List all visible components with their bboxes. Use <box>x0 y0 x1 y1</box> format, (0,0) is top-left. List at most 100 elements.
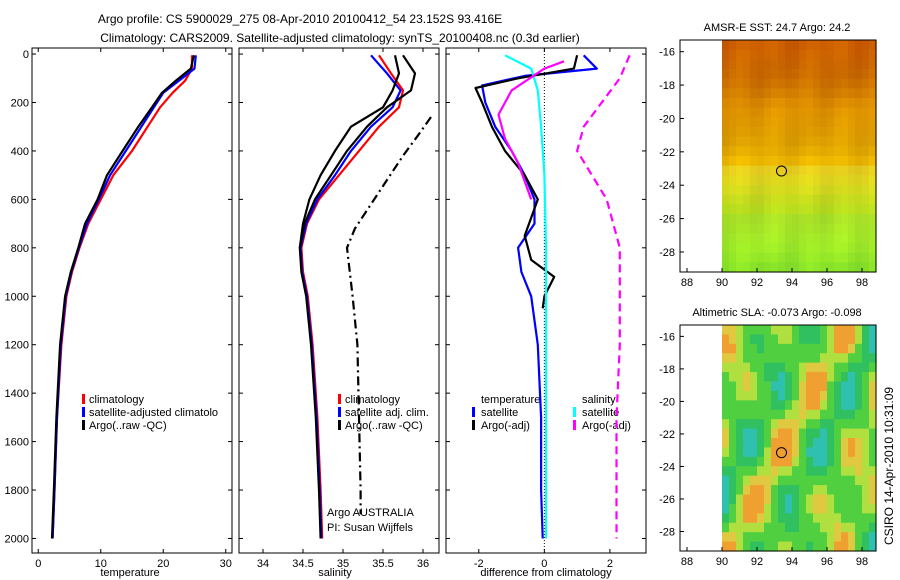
legend-label-satellite: satellite adj. clim. <box>345 407 429 419</box>
map-cell <box>820 204 828 215</box>
map-y-tick-label: -24 <box>659 180 675 192</box>
salinity-legend: climatology satellite adj. clim. Argo(..… <box>338 394 429 432</box>
map-cell <box>785 204 793 215</box>
map-cell <box>834 475 842 486</box>
map-cell <box>785 372 793 383</box>
map-cell <box>834 362 842 373</box>
map-cell <box>855 223 863 234</box>
sst-map-title: AMSR-E SST: 24.7 Argo: 24.2 <box>704 22 851 34</box>
legend-swatch-satellite <box>338 407 341 417</box>
map-cell <box>736 40 744 51</box>
map-cell <box>799 362 807 373</box>
map-cell <box>743 252 751 263</box>
map-cell <box>722 69 730 80</box>
map-cell <box>855 475 863 486</box>
map-cell <box>799 325 807 336</box>
map-cell <box>827 343 835 354</box>
map-cell <box>764 409 772 420</box>
map-cell <box>750 262 758 273</box>
map-cell <box>806 494 814 505</box>
map-cell <box>750 156 758 167</box>
map-cell <box>848 353 856 364</box>
legend-heading-temperature: temperature <box>481 394 540 406</box>
map-cell <box>743 243 751 254</box>
series-line <box>50 55 195 539</box>
map-cell <box>750 194 758 205</box>
map-cell <box>778 252 786 263</box>
map-cell <box>757 252 765 263</box>
map-cell <box>757 532 765 543</box>
map-cell <box>750 49 758 60</box>
map-cell <box>792 334 800 345</box>
map-cell <box>729 223 737 234</box>
map-cell <box>750 362 758 373</box>
map-cell <box>862 40 870 51</box>
map-cell <box>827 325 835 336</box>
map-cell <box>750 372 758 383</box>
map-cell <box>848 165 856 176</box>
map-cell <box>729 503 737 514</box>
map-cell <box>792 136 800 147</box>
map-cell <box>743 494 751 505</box>
map-cell <box>799 447 807 458</box>
map-cell <box>827 475 835 486</box>
map-x-tick-label: 88 <box>681 277 693 289</box>
map-x-tick-label: 92 <box>751 556 763 568</box>
map-cell <box>813 49 821 60</box>
map-cell <box>813 513 821 524</box>
map-cell <box>855 428 863 439</box>
map-cell <box>834 156 842 167</box>
map-cell <box>806 513 814 524</box>
map-x-tick-label: 98 <box>856 556 868 568</box>
map-cell <box>764 362 772 373</box>
map-cell <box>743 325 751 336</box>
map-cell <box>792 494 800 505</box>
map-cell <box>841 475 849 486</box>
map-cell <box>736 419 744 430</box>
map-cell <box>820 175 828 186</box>
map-cell <box>736 343 744 354</box>
map-cell <box>834 390 842 401</box>
map-cell <box>778 223 786 234</box>
map-cell <box>820 419 828 430</box>
x-tick-label: 0 <box>541 558 547 570</box>
map-cell <box>806 522 814 533</box>
map-cell <box>771 88 779 99</box>
legend-label-satellite: satellite-adjusted climatolo <box>89 407 218 419</box>
map-cell <box>862 252 870 263</box>
map-cell <box>792 204 800 215</box>
map-cell <box>722 325 730 336</box>
map-cell <box>792 78 800 89</box>
map-y-tick-label: -16 <box>659 47 675 59</box>
map-cell <box>785 532 793 543</box>
map-cell <box>736 325 744 336</box>
map-cell <box>806 372 814 383</box>
series-line <box>474 55 579 309</box>
map-cell <box>827 438 835 449</box>
map-cell <box>792 59 800 70</box>
map-cell <box>778 98 786 109</box>
map-cell <box>806 69 814 80</box>
map-cell <box>799 353 807 364</box>
map-cell <box>743 353 751 364</box>
map-cell <box>827 494 835 505</box>
map-cell <box>806 117 814 128</box>
map-cell <box>855 262 863 273</box>
map-cell <box>785 214 793 225</box>
map-cell <box>750 165 758 176</box>
map-cell <box>827 466 835 477</box>
map-cell <box>806 381 814 392</box>
map-cell <box>869 233 877 244</box>
map-cell <box>806 503 814 514</box>
map-cell <box>771 447 779 458</box>
map-cell <box>841 541 849 552</box>
map-cell <box>869 503 877 514</box>
csiro-stamp: CSIRO 14-Apr-2010 10:31:09 <box>882 387 896 545</box>
map-cell <box>736 532 744 543</box>
map-cell <box>799 175 807 186</box>
map-cell <box>806 362 814 373</box>
map-cell <box>841 353 849 364</box>
legend-swatch-argo <box>338 420 341 430</box>
map-x-tick-label: 96 <box>821 556 833 568</box>
map-cell <box>764 343 772 354</box>
